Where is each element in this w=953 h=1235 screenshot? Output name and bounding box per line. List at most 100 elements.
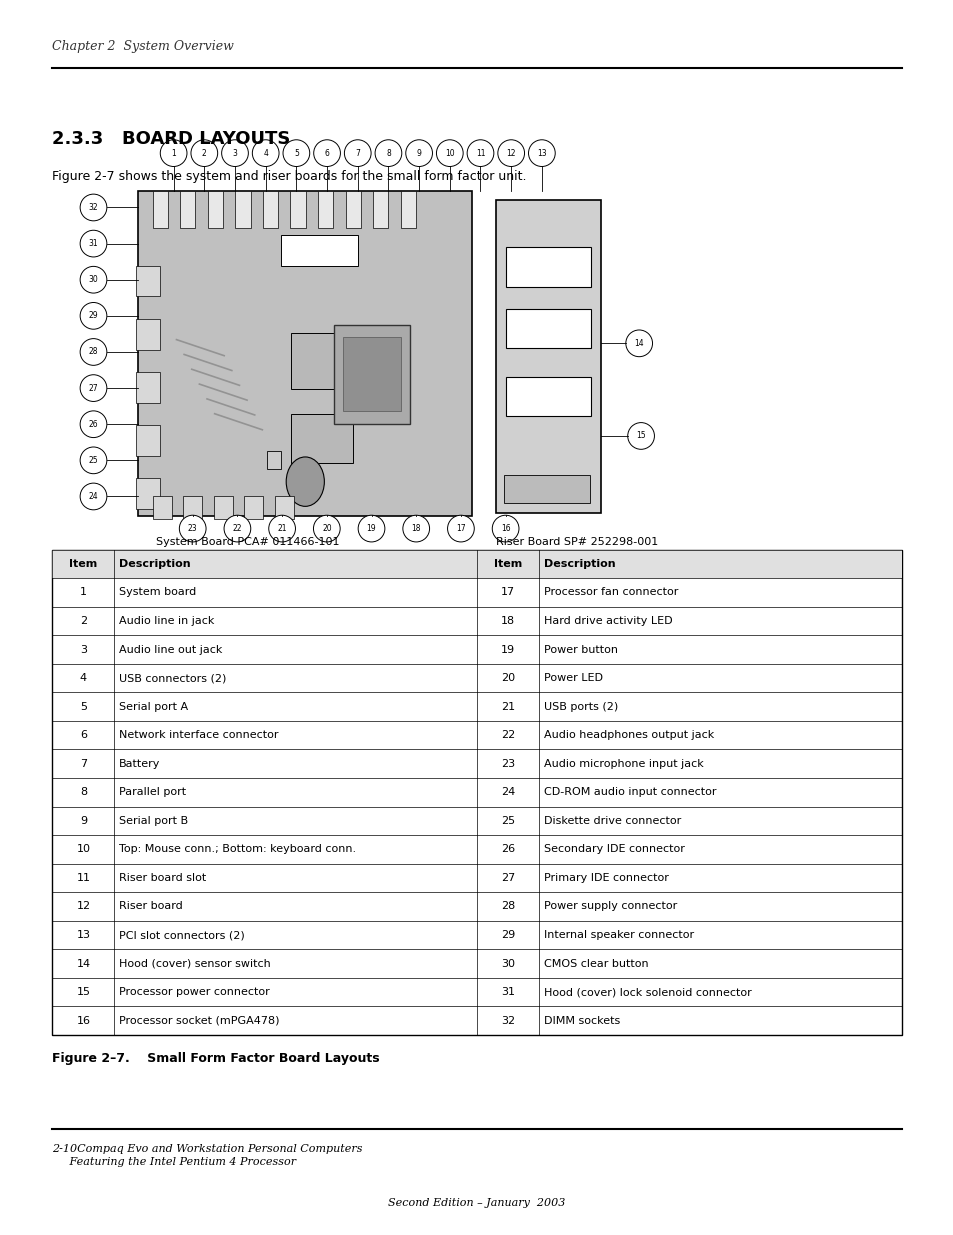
Text: 8: 8 bbox=[80, 787, 87, 798]
Text: Hard drive activity LED: Hard drive activity LED bbox=[543, 616, 672, 626]
Text: 7: 7 bbox=[80, 758, 87, 768]
Text: Audio microphone input jack: Audio microphone input jack bbox=[543, 758, 702, 768]
Text: USB ports (2): USB ports (2) bbox=[543, 701, 618, 711]
Text: DIMM sockets: DIMM sockets bbox=[543, 1015, 619, 1025]
Text: 7: 7 bbox=[355, 148, 360, 158]
Text: 12: 12 bbox=[506, 148, 516, 158]
Text: USB connectors (2): USB connectors (2) bbox=[119, 673, 227, 683]
Text: System board: System board bbox=[119, 588, 196, 598]
Text: 13: 13 bbox=[537, 148, 546, 158]
Text: 18: 18 bbox=[411, 524, 420, 534]
Ellipse shape bbox=[80, 483, 107, 510]
Text: 4: 4 bbox=[80, 673, 87, 683]
Text: 18: 18 bbox=[500, 616, 515, 626]
Text: 22: 22 bbox=[233, 524, 242, 534]
Text: 27: 27 bbox=[500, 873, 515, 883]
Text: 21: 21 bbox=[277, 524, 287, 534]
FancyBboxPatch shape bbox=[52, 550, 901, 578]
Circle shape bbox=[286, 457, 324, 506]
Text: 26: 26 bbox=[89, 420, 98, 429]
Text: 29: 29 bbox=[500, 930, 515, 940]
FancyBboxPatch shape bbox=[244, 496, 263, 519]
Text: Item: Item bbox=[70, 559, 97, 569]
FancyBboxPatch shape bbox=[208, 191, 223, 228]
Text: Serial port A: Serial port A bbox=[119, 701, 188, 711]
Text: 31: 31 bbox=[89, 240, 98, 248]
Text: 2: 2 bbox=[80, 616, 87, 626]
Text: 4: 4 bbox=[263, 148, 268, 158]
FancyBboxPatch shape bbox=[334, 325, 410, 424]
Ellipse shape bbox=[80, 194, 107, 221]
Text: 11: 11 bbox=[476, 148, 485, 158]
Text: 10: 10 bbox=[444, 148, 455, 158]
FancyBboxPatch shape bbox=[290, 191, 305, 228]
Ellipse shape bbox=[402, 515, 429, 542]
Ellipse shape bbox=[80, 374, 107, 401]
Text: Internal speaker connector: Internal speaker connector bbox=[543, 930, 693, 940]
Text: Power LED: Power LED bbox=[543, 673, 602, 683]
Text: 6: 6 bbox=[80, 730, 87, 740]
FancyBboxPatch shape bbox=[274, 496, 294, 519]
Text: Audio line in jack: Audio line in jack bbox=[119, 616, 214, 626]
Text: 11: 11 bbox=[76, 873, 91, 883]
Text: Network interface connector: Network interface connector bbox=[119, 730, 278, 740]
FancyBboxPatch shape bbox=[505, 309, 591, 348]
Ellipse shape bbox=[80, 267, 107, 293]
Text: Serial port B: Serial port B bbox=[119, 816, 188, 826]
Text: 25: 25 bbox=[89, 456, 98, 464]
FancyBboxPatch shape bbox=[183, 496, 202, 519]
Ellipse shape bbox=[314, 515, 340, 542]
Text: 15: 15 bbox=[636, 431, 645, 441]
Ellipse shape bbox=[436, 140, 462, 167]
Text: Parallel port: Parallel port bbox=[119, 787, 186, 798]
Text: PCI slot connectors (2): PCI slot connectors (2) bbox=[119, 930, 245, 940]
Text: 14: 14 bbox=[634, 338, 643, 348]
Text: Primary IDE connector: Primary IDE connector bbox=[543, 873, 668, 883]
FancyBboxPatch shape bbox=[496, 200, 600, 513]
Ellipse shape bbox=[357, 515, 384, 542]
Ellipse shape bbox=[528, 140, 555, 167]
Text: 1: 1 bbox=[80, 588, 87, 598]
Ellipse shape bbox=[492, 515, 518, 542]
FancyBboxPatch shape bbox=[373, 191, 388, 228]
Ellipse shape bbox=[80, 447, 107, 474]
FancyBboxPatch shape bbox=[263, 191, 278, 228]
Text: 24: 24 bbox=[89, 492, 98, 501]
Text: 23: 23 bbox=[500, 758, 515, 768]
FancyBboxPatch shape bbox=[505, 377, 591, 416]
Ellipse shape bbox=[497, 140, 524, 167]
FancyBboxPatch shape bbox=[400, 191, 416, 228]
FancyBboxPatch shape bbox=[152, 191, 168, 228]
Text: 28: 28 bbox=[89, 347, 98, 357]
FancyBboxPatch shape bbox=[345, 191, 360, 228]
Ellipse shape bbox=[405, 140, 432, 167]
Text: 24: 24 bbox=[500, 787, 515, 798]
Text: 25: 25 bbox=[500, 816, 515, 826]
Text: Hood (cover) sensor switch: Hood (cover) sensor switch bbox=[119, 958, 271, 968]
Text: Figure 2–7.    Small Form Factor Board Layouts: Figure 2–7. Small Form Factor Board Layo… bbox=[52, 1052, 379, 1066]
Ellipse shape bbox=[344, 140, 371, 167]
FancyBboxPatch shape bbox=[343, 337, 400, 411]
FancyBboxPatch shape bbox=[281, 235, 357, 266]
Text: 3: 3 bbox=[80, 645, 87, 655]
Text: Chapter 2  System Overview: Chapter 2 System Overview bbox=[52, 40, 234, 53]
Text: 10: 10 bbox=[76, 845, 91, 855]
Text: 3: 3 bbox=[233, 148, 237, 158]
Text: 1: 1 bbox=[172, 148, 175, 158]
Text: 32: 32 bbox=[89, 203, 98, 212]
Ellipse shape bbox=[314, 140, 340, 167]
Text: Hood (cover) lock solenoid connector: Hood (cover) lock solenoid connector bbox=[543, 987, 751, 997]
Text: 32: 32 bbox=[500, 1015, 515, 1025]
Ellipse shape bbox=[269, 515, 295, 542]
Text: 2-10Compaq Evo and Workstation Personal Computers: 2-10Compaq Evo and Workstation Personal … bbox=[52, 1144, 362, 1153]
FancyBboxPatch shape bbox=[152, 496, 172, 519]
Text: Audio headphones output jack: Audio headphones output jack bbox=[543, 730, 713, 740]
Text: 22: 22 bbox=[500, 730, 515, 740]
Text: Diskette drive connector: Diskette drive connector bbox=[543, 816, 680, 826]
Ellipse shape bbox=[80, 411, 107, 437]
Ellipse shape bbox=[625, 330, 652, 357]
Text: Figure 2-7 shows the system and riser boards for the small form factor unit.: Figure 2-7 shows the system and riser bo… bbox=[52, 170, 526, 184]
Text: 16: 16 bbox=[500, 524, 510, 534]
Text: 17: 17 bbox=[500, 588, 515, 598]
FancyBboxPatch shape bbox=[52, 550, 901, 1035]
